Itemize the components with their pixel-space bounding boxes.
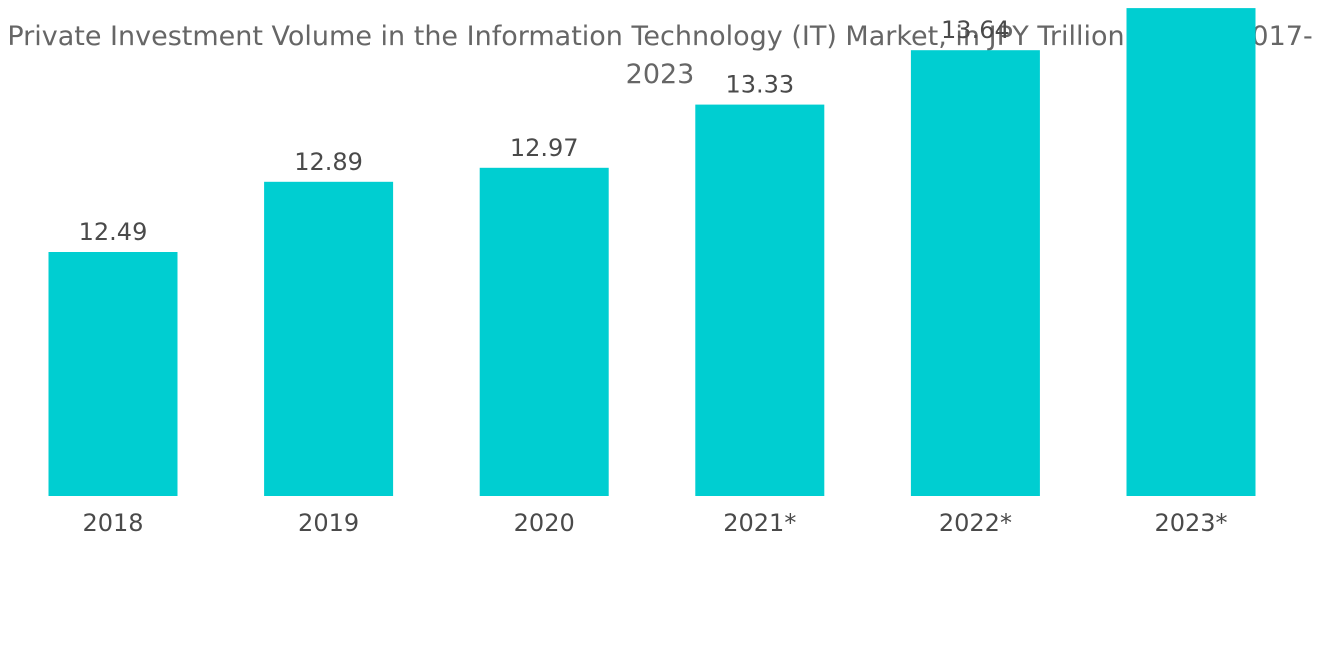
x-tick-label: 2023* (1154, 509, 1227, 537)
bar-value-label: 13.64 (941, 16, 1010, 44)
chart-title: Private Investment Volume in the Informa… (7, 21, 1313, 90)
x-tick-label: 2021* (723, 509, 796, 537)
bar-2019 (264, 181, 394, 497)
bar-value-label: 13.88 (1157, 0, 1226, 2)
bar-value-label: 12.97 (510, 134, 579, 162)
x-axis-tick-labels: 2018 2019 2020 2021* 2022* 2023* (82, 509, 1227, 537)
bar-value-label: 12.89 (294, 148, 363, 176)
x-tick-label: 2022* (939, 509, 1012, 537)
value-labels-group: 12.49 12.89 12.97 13.33 13.64 13.88 (79, 0, 1226, 246)
bar-2018 (48, 252, 178, 496)
x-tick-label: 2018 (82, 509, 143, 537)
bars-group (48, 8, 1256, 497)
bar-2023-est (1126, 8, 1256, 496)
bar-2020 (479, 167, 609, 497)
bar-2021-est (695, 104, 825, 496)
x-tick-label: 2020 (514, 509, 575, 537)
bar-value-label: 12.49 (79, 218, 148, 246)
bar-value-label: 13.33 (725, 71, 794, 99)
x-tick-label: 2019 (298, 509, 359, 537)
bar-2022-est (910, 50, 1040, 496)
